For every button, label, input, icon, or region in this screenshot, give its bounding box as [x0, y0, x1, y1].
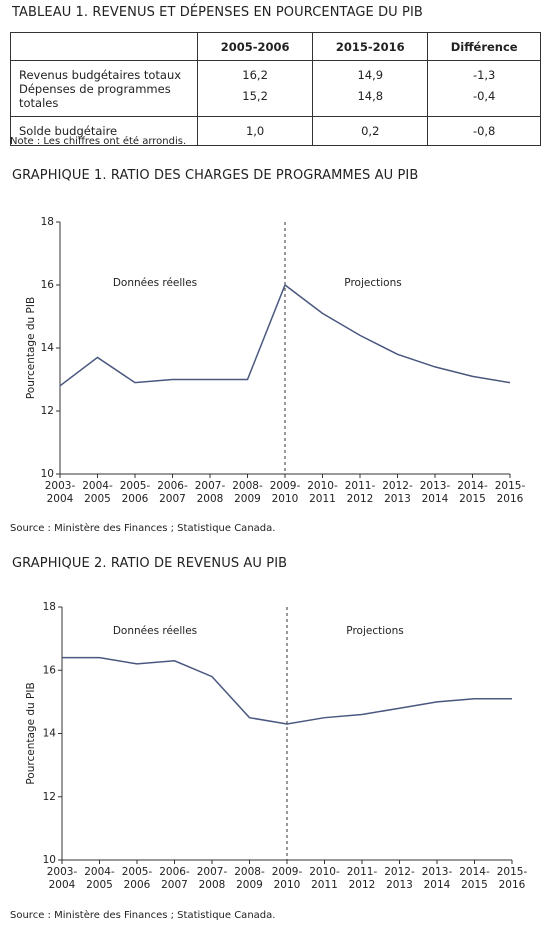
x-tick-label: 2003-2004	[44, 480, 76, 505]
annotation: Données réelles	[113, 277, 197, 289]
x-tick-label: 2003-2004	[46, 866, 78, 891]
x-tick-label: 2004-2005	[84, 866, 115, 891]
table-title: TABLEAU 1. REVENUS ET DÉPENSES EN POURCE…	[12, 5, 423, 20]
x-tick-label-box: 2006-2007	[159, 866, 190, 891]
x-tick-label: 2012-2013	[382, 480, 413, 505]
chart-source: Source : Ministère des Finances ; Statis…	[10, 523, 276, 534]
y-tick-label: 16	[43, 664, 57, 676]
header-empty	[10, 32, 198, 61]
column-header: Différence	[427, 32, 541, 61]
x-tick-label: 2008-2009	[232, 480, 263, 505]
x-tick-label-box: 2003-2004	[44, 480, 76, 505]
x-tick-label: 2015-2016	[494, 480, 526, 505]
x-tick-label: 2014-2015	[457, 480, 488, 505]
y-tick-label: 12	[43, 791, 56, 803]
x-tick-label-box: 2010-2011	[307, 480, 338, 505]
data-line	[62, 656, 512, 725]
cell: 16,2	[196, 60, 314, 82]
x-tick-label-box: 2012-2013	[384, 866, 415, 891]
y-axis-label: Pourcentage du PIB	[25, 682, 37, 784]
x-tick-label-box: 2015-2016	[494, 480, 526, 505]
y-tick-label: 12	[41, 405, 54, 417]
column-header: 2015-2016	[312, 32, 429, 61]
x-tick-label-box: 2014-2015	[457, 480, 488, 505]
column-header: 2005-2006	[196, 32, 314, 61]
y-tick-label: 14	[41, 342, 55, 354]
x-tick-label-box: 2014-2015	[459, 866, 490, 891]
x-tick-label-box: 2004-2005	[82, 480, 113, 505]
x-tick-label-box: 2013-2014	[419, 480, 451, 505]
x-tick-label-box: 2007-2008	[194, 480, 226, 505]
x-tick-label-box: 2007-2008	[196, 866, 228, 891]
x-tick-label: 2005-2006	[119, 480, 151, 505]
x-tick-label-box: 2009-2010	[269, 480, 301, 505]
y-tick-label: 16	[41, 279, 55, 291]
x-tick-label: 2004-2005	[82, 480, 113, 505]
x-tick-label: 2011-2012	[344, 480, 376, 505]
chart-source: Source : Ministère des Finances ; Statis…	[10, 910, 276, 921]
x-tick-label-box: 2012-2013	[382, 480, 413, 505]
cell: -0,8	[427, 116, 541, 146]
x-tick-label-box: 2011-2012	[344, 480, 376, 505]
y-tick-label: 10	[41, 468, 54, 480]
x-tick-label: 2011-2012	[346, 866, 378, 891]
data-line	[59, 283, 511, 387]
table-note: Note : Les chiffres ont été arrondis.	[10, 136, 187, 147]
y-tick-label: 18	[41, 216, 54, 228]
y-tick-label: 18	[43, 601, 56, 613]
x-tick-label-box: 2008-2009	[234, 866, 265, 891]
chart-title: GRAPHIQUE 1. RATIO DES CHARGES DE PROGRA…	[12, 168, 419, 183]
row-label: Solde budgétaire	[10, 116, 198, 146]
x-tick-label: 2013-2014	[421, 866, 453, 891]
cell: -0,4	[427, 82, 541, 117]
x-tick-label-box: 2003-2004	[46, 866, 78, 891]
chart-title: GRAPHIQUE 2. RATIO DE REVENUS AU PIB	[12, 556, 288, 571]
row-label: Dépenses de programmes totales	[10, 82, 198, 117]
table: 2005-2006 2015-2016 Différence Revenus b…	[10, 32, 541, 146]
x-tick-label: 2012-2013	[384, 866, 415, 891]
x-tick-label: 2009-2010	[269, 480, 301, 505]
x-tick-label-box: 2004-2005	[84, 866, 115, 891]
x-tick-label-box: 2010-2011	[309, 866, 340, 891]
cell: 15,2	[196, 82, 314, 117]
annotation: Projections	[346, 625, 403, 637]
x-tick-label: 2006-2007	[159, 866, 190, 891]
x-tick-label: 2010-2011	[307, 480, 338, 505]
x-tick-label: 2013-2014	[419, 480, 451, 505]
cell: 0,2	[312, 116, 429, 146]
x-tick-label: 2010-2011	[309, 866, 340, 891]
x-tick-label-box: 2006-2007	[157, 480, 188, 505]
x-tick-label: 2006-2007	[157, 480, 188, 505]
x-tick-label: 2015-2016	[496, 866, 528, 891]
cell: 1,0	[196, 116, 314, 146]
cell: -1,3	[427, 60, 541, 82]
x-tick-label-box: 2005-2006	[121, 866, 153, 891]
y-axis-label: Pourcentage du PIB	[25, 297, 37, 399]
y-tick-label: 10	[43, 854, 56, 866]
cell: 14,8	[312, 82, 429, 117]
x-tick-label: 2007-2008	[196, 866, 228, 891]
x-tick-label-box: 2005-2006	[119, 480, 151, 505]
x-tick-label-box: 2011-2012	[346, 866, 378, 891]
x-tick-label: 2008-2009	[234, 866, 265, 891]
x-tick-label-box: 2013-2014	[421, 866, 453, 891]
x-tick-label: 2007-2008	[194, 480, 226, 505]
x-tick-label: 2009-2010	[271, 866, 303, 891]
row-label: Revenus budgétaires totaux	[10, 60, 198, 82]
x-tick-label: 2005-2006	[121, 866, 153, 891]
x-tick-label-box: 2015-2016	[496, 866, 528, 891]
annotation: Projections	[344, 277, 401, 289]
x-tick-label-box: 2009-2010	[271, 866, 303, 891]
y-tick-label: 14	[43, 728, 57, 740]
x-tick-label-box: 2008-2009	[232, 480, 263, 505]
cell: 14,9	[312, 60, 429, 82]
x-tick-label: 2014-2015	[459, 866, 490, 891]
annotation: Données réelles	[113, 625, 197, 637]
